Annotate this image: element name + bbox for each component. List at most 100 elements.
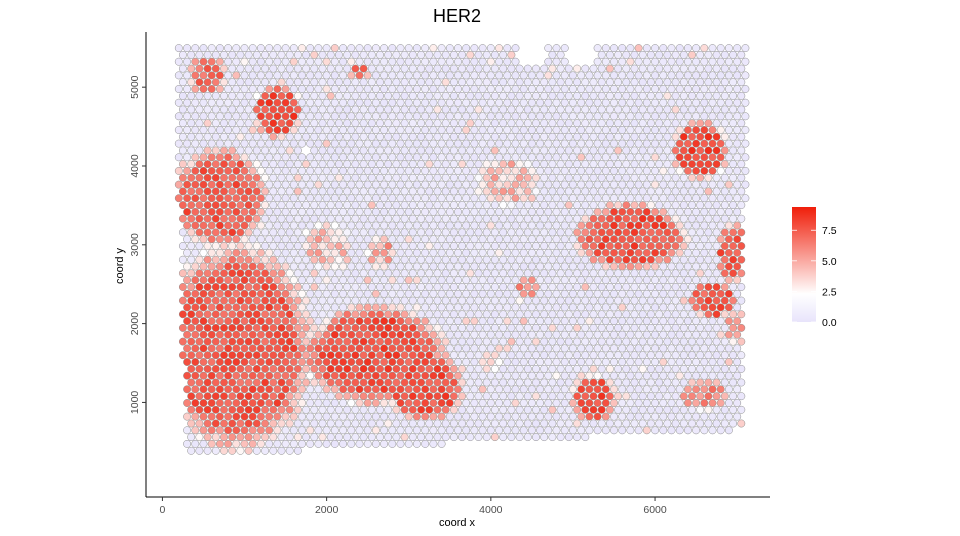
data-spot bbox=[355, 344, 364, 353]
data-spot bbox=[704, 323, 713, 332]
data-spot bbox=[675, 71, 684, 80]
data-spot bbox=[355, 371, 364, 380]
data-spot bbox=[585, 344, 594, 353]
data-spot bbox=[412, 276, 421, 285]
data-spot bbox=[605, 91, 614, 100]
data-spot bbox=[334, 255, 343, 264]
data-spot bbox=[191, 262, 200, 271]
data-spot bbox=[326, 214, 335, 223]
data-spot bbox=[195, 105, 204, 114]
data-spot bbox=[597, 283, 606, 291]
data-spot bbox=[671, 228, 680, 237]
data-spot bbox=[449, 91, 458, 100]
data-spot bbox=[544, 180, 553, 189]
data-spot bbox=[733, 153, 742, 162]
data-spot bbox=[228, 173, 237, 182]
data-spot bbox=[256, 399, 265, 407]
data-spot bbox=[293, 310, 302, 319]
data-spot bbox=[261, 228, 270, 237]
data-spot bbox=[248, 262, 257, 271]
data-spot bbox=[495, 399, 504, 407]
data-spot bbox=[396, 439, 405, 448]
data-spot bbox=[314, 276, 323, 285]
data-spot bbox=[696, 119, 705, 128]
data-spot bbox=[355, 276, 364, 285]
data-spot bbox=[302, 323, 311, 332]
data-spot bbox=[178, 214, 187, 223]
data-spot bbox=[581, 419, 590, 428]
data-spot bbox=[454, 248, 462, 257]
data-spot bbox=[367, 433, 376, 442]
data-spot bbox=[310, 283, 319, 291]
data-spot bbox=[220, 119, 228, 128]
data-spot bbox=[462, 317, 471, 326]
data-spot bbox=[733, 207, 742, 216]
data-spot bbox=[339, 112, 348, 121]
data-spot bbox=[733, 194, 742, 203]
data-spot bbox=[462, 358, 471, 366]
data-spot bbox=[195, 378, 204, 387]
data-spot bbox=[515, 433, 524, 442]
data-spot bbox=[236, 296, 245, 305]
data-spot bbox=[585, 317, 594, 326]
data-spot bbox=[482, 337, 491, 346]
data-spot bbox=[601, 153, 610, 162]
data-spot bbox=[310, 296, 319, 305]
data-spot bbox=[548, 242, 557, 250]
data-spot bbox=[400, 296, 409, 305]
data-spot bbox=[634, 126, 643, 134]
data-spot bbox=[560, 358, 569, 366]
data-spot bbox=[708, 207, 717, 216]
data-spot bbox=[544, 98, 553, 107]
data-spot bbox=[244, 105, 253, 114]
data-spot bbox=[351, 173, 360, 182]
data-spot bbox=[478, 289, 487, 298]
data-spot bbox=[470, 276, 479, 285]
data-spot bbox=[536, 426, 545, 435]
data-spot bbox=[659, 262, 668, 271]
data-spot bbox=[626, 412, 635, 421]
data-spot bbox=[655, 337, 664, 346]
data-spot bbox=[240, 317, 249, 326]
data-spot bbox=[556, 105, 565, 114]
data-spot bbox=[404, 98, 413, 107]
data-spot bbox=[412, 221, 421, 230]
data-spot bbox=[679, 173, 688, 182]
data-spot bbox=[252, 242, 261, 250]
data-spot bbox=[302, 392, 311, 401]
data-spot bbox=[314, 126, 323, 134]
data-spot bbox=[183, 303, 192, 312]
data-spot bbox=[302, 283, 311, 291]
data-spot bbox=[445, 235, 454, 244]
data-spot bbox=[363, 276, 372, 285]
data-spot bbox=[298, 248, 306, 257]
data-spot bbox=[675, 153, 684, 162]
data-spot bbox=[404, 153, 413, 162]
data-spot bbox=[408, 105, 417, 114]
data-spot bbox=[396, 126, 405, 134]
data-spot bbox=[199, 439, 208, 448]
data-spot bbox=[593, 221, 602, 230]
data-spot bbox=[256, 71, 265, 80]
data-spot bbox=[634, 139, 643, 148]
data-spot bbox=[187, 337, 196, 346]
data-spot bbox=[716, 98, 725, 107]
y-tick-label: 1000 bbox=[129, 391, 141, 415]
data-spot bbox=[667, 289, 676, 298]
data-spot bbox=[355, 221, 364, 230]
data-spot bbox=[688, 310, 696, 319]
data-spot bbox=[671, 405, 680, 414]
data-spot bbox=[449, 119, 458, 128]
data-spot bbox=[683, 153, 692, 162]
data-spot bbox=[207, 371, 216, 380]
data-spot bbox=[507, 132, 516, 141]
data-spot bbox=[482, 214, 491, 223]
data-spot bbox=[306, 344, 315, 353]
data-spot bbox=[388, 439, 397, 448]
data-spot bbox=[737, 146, 746, 155]
data-spot bbox=[256, 85, 265, 93]
data-spot bbox=[215, 85, 224, 93]
data-spot bbox=[339, 344, 348, 353]
data-spot bbox=[679, 160, 688, 169]
data-spot bbox=[347, 44, 356, 53]
